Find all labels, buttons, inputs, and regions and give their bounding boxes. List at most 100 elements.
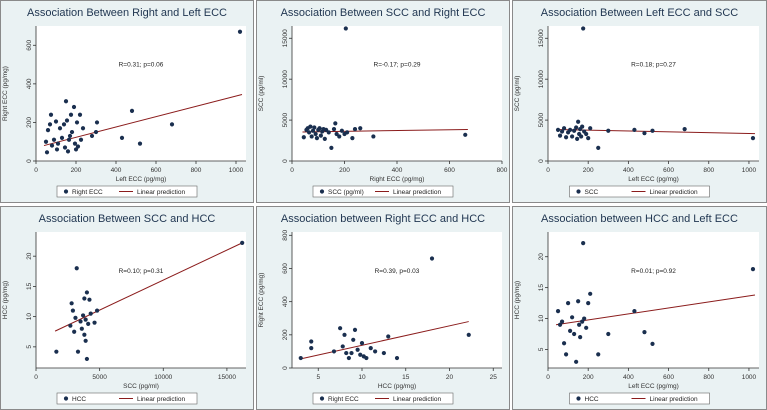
x-tick-label: 600	[151, 167, 162, 174]
data-point	[80, 126, 86, 131]
data-point	[84, 356, 90, 362]
data-point	[559, 129, 565, 134]
data-point	[74, 120, 80, 125]
data-point	[555, 309, 561, 314]
data-point	[72, 329, 77, 334]
data-point	[574, 125, 579, 130]
data-point	[57, 126, 63, 131]
y-tick-label: 0	[26, 159, 33, 163]
x-tick-label: 0	[34, 167, 38, 174]
chart-title: Association Between Left ECC and SCC	[541, 7, 739, 19]
data-point	[309, 345, 314, 351]
x-tick-label: 15	[402, 374, 410, 381]
data-point	[596, 352, 601, 357]
data-point	[568, 127, 573, 133]
data-point	[306, 130, 312, 135]
data-point	[312, 125, 317, 130]
data-point	[557, 133, 563, 138]
legend-label-series: HCC	[585, 396, 599, 403]
y-tick-label: 15000	[282, 29, 289, 47]
y-axis-label: Right ECC (pg/mg)	[258, 273, 265, 328]
data-point	[84, 290, 90, 295]
data-point	[80, 313, 86, 318]
data-point	[466, 332, 471, 337]
data-point	[570, 315, 575, 320]
chart-title: Association between HCC and Left ECC	[541, 213, 738, 225]
legend-label-series: Right ECC	[328, 396, 359, 403]
x-tick-label: 5	[316, 374, 320, 381]
data-point	[310, 128, 316, 133]
data-point	[55, 141, 61, 146]
data-point	[371, 134, 376, 139]
data-point	[606, 331, 611, 337]
data-point	[596, 145, 601, 151]
data-point	[62, 145, 68, 150]
x-tick-label: 0	[34, 374, 38, 381]
data-point	[59, 135, 65, 140]
data-point	[581, 241, 586, 246]
x-axis-label: Left ECC (pg/mg)	[116, 176, 167, 183]
y-tick-label: 15000	[538, 29, 545, 47]
y-tick-label: 10000	[282, 70, 289, 88]
legend-label-fit: Linear prediction	[137, 396, 185, 403]
legend-point-icon	[576, 189, 581, 194]
data-point	[83, 338, 88, 343]
x-tick-label: 25	[490, 374, 498, 381]
x-tick-label: 20	[446, 374, 454, 381]
x-tick-label: 400	[623, 374, 634, 381]
data-point	[650, 341, 655, 346]
legend-label-fit: Linear prediction	[393, 189, 441, 196]
data-point	[63, 99, 69, 104]
data-point	[580, 124, 585, 129]
x-tick-label: 600	[663, 167, 674, 174]
y-tick-label: 5000	[538, 112, 545, 127]
data-point	[65, 149, 71, 154]
y-axis-label: SCC (pg/ml)	[514, 76, 521, 112]
data-point	[78, 319, 83, 324]
plot-area	[292, 26, 502, 161]
data-point	[343, 26, 348, 31]
data-point	[559, 319, 565, 324]
data-point	[345, 130, 350, 135]
data-point	[78, 137, 84, 142]
stats-annotation: R=0.18; p=0.27	[631, 62, 676, 69]
legend-label-series: HCC	[72, 396, 86, 403]
data-point	[568, 328, 573, 334]
x-tick-label: 400	[623, 167, 634, 174]
data-point	[83, 317, 88, 322]
data-point	[333, 121, 338, 126]
data-point	[576, 299, 581, 304]
data-point	[632, 309, 637, 314]
data-point	[606, 128, 611, 133]
data-point	[54, 147, 60, 152]
data-point	[394, 355, 400, 361]
data-point	[119, 135, 125, 140]
data-point	[682, 126, 687, 132]
data-point	[69, 129, 75, 135]
x-tick-label: 0	[546, 167, 550, 174]
legend-point-icon	[576, 396, 581, 401]
data-point	[359, 341, 365, 346]
data-point	[301, 135, 306, 140]
x-tick-label: 15000	[218, 374, 236, 381]
x-tick-label: 400	[111, 167, 122, 174]
x-tick-label: 0	[290, 167, 294, 174]
data-point	[49, 143, 55, 148]
panel-right-ecc-vs-hcc: Association between Right ECC and HCC 5 10…	[256, 206, 510, 410]
data-point	[355, 347, 360, 352]
data-point	[47, 122, 53, 127]
plot-area	[292, 232, 502, 368]
data-point	[750, 266, 756, 272]
data-point	[89, 133, 95, 139]
data-point	[463, 132, 468, 137]
x-tick-label: 1000	[742, 167, 757, 174]
data-point	[352, 126, 358, 132]
data-point	[68, 112, 74, 117]
data-point	[44, 150, 50, 155]
linear-prediction-line	[54, 242, 243, 332]
data-point	[94, 308, 100, 313]
data-point	[86, 321, 91, 326]
data-point	[45, 128, 51, 133]
data-point	[337, 134, 342, 139]
